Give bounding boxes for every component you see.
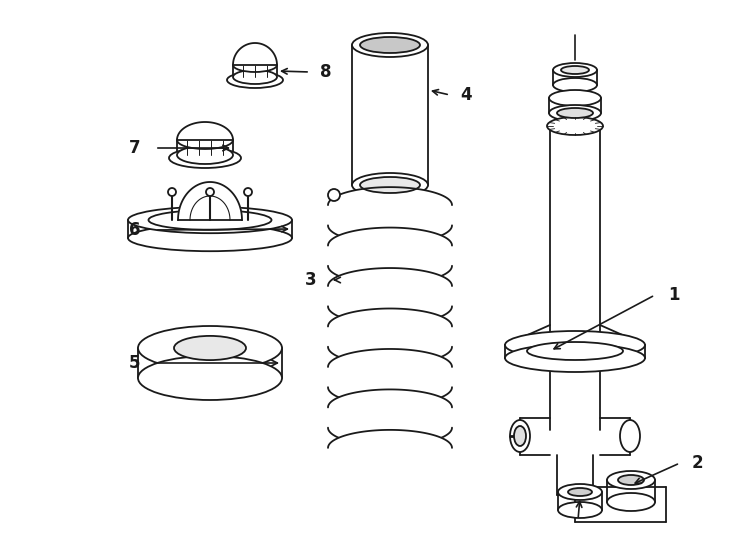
Ellipse shape: [128, 207, 292, 233]
Ellipse shape: [505, 344, 645, 372]
Text: 4: 4: [460, 86, 472, 104]
Ellipse shape: [244, 188, 252, 196]
Ellipse shape: [168, 188, 176, 196]
Ellipse shape: [561, 66, 589, 74]
Ellipse shape: [177, 131, 233, 149]
Ellipse shape: [558, 484, 602, 500]
Polygon shape: [178, 182, 242, 220]
Ellipse shape: [169, 148, 241, 168]
Ellipse shape: [177, 146, 233, 164]
Ellipse shape: [233, 58, 277, 72]
Ellipse shape: [549, 90, 601, 106]
Ellipse shape: [510, 420, 530, 452]
Ellipse shape: [174, 336, 246, 360]
Ellipse shape: [148, 210, 272, 230]
Ellipse shape: [233, 70, 277, 84]
Ellipse shape: [352, 173, 428, 197]
Ellipse shape: [557, 108, 593, 118]
Ellipse shape: [553, 63, 597, 77]
Ellipse shape: [527, 342, 623, 360]
Polygon shape: [233, 43, 277, 65]
Text: 1: 1: [668, 286, 680, 304]
Ellipse shape: [607, 493, 655, 511]
Polygon shape: [177, 122, 233, 140]
Text: 3: 3: [305, 271, 316, 289]
Ellipse shape: [360, 37, 420, 53]
Ellipse shape: [128, 225, 292, 251]
Ellipse shape: [227, 72, 283, 88]
Ellipse shape: [618, 475, 644, 485]
Ellipse shape: [514, 426, 526, 446]
Text: 7: 7: [128, 139, 140, 157]
Ellipse shape: [352, 33, 428, 57]
Ellipse shape: [558, 502, 602, 518]
Ellipse shape: [360, 177, 420, 193]
Ellipse shape: [328, 189, 340, 201]
Ellipse shape: [505, 331, 645, 359]
Text: 2: 2: [692, 454, 704, 472]
Ellipse shape: [620, 420, 640, 452]
Ellipse shape: [138, 356, 282, 400]
Ellipse shape: [138, 326, 282, 370]
Ellipse shape: [206, 188, 214, 196]
Ellipse shape: [607, 471, 655, 489]
Ellipse shape: [549, 105, 601, 121]
Text: 8: 8: [320, 63, 332, 81]
Ellipse shape: [553, 78, 597, 92]
Ellipse shape: [547, 117, 603, 135]
Text: 6: 6: [128, 221, 140, 239]
Ellipse shape: [568, 488, 592, 496]
Text: 5: 5: [128, 354, 140, 372]
